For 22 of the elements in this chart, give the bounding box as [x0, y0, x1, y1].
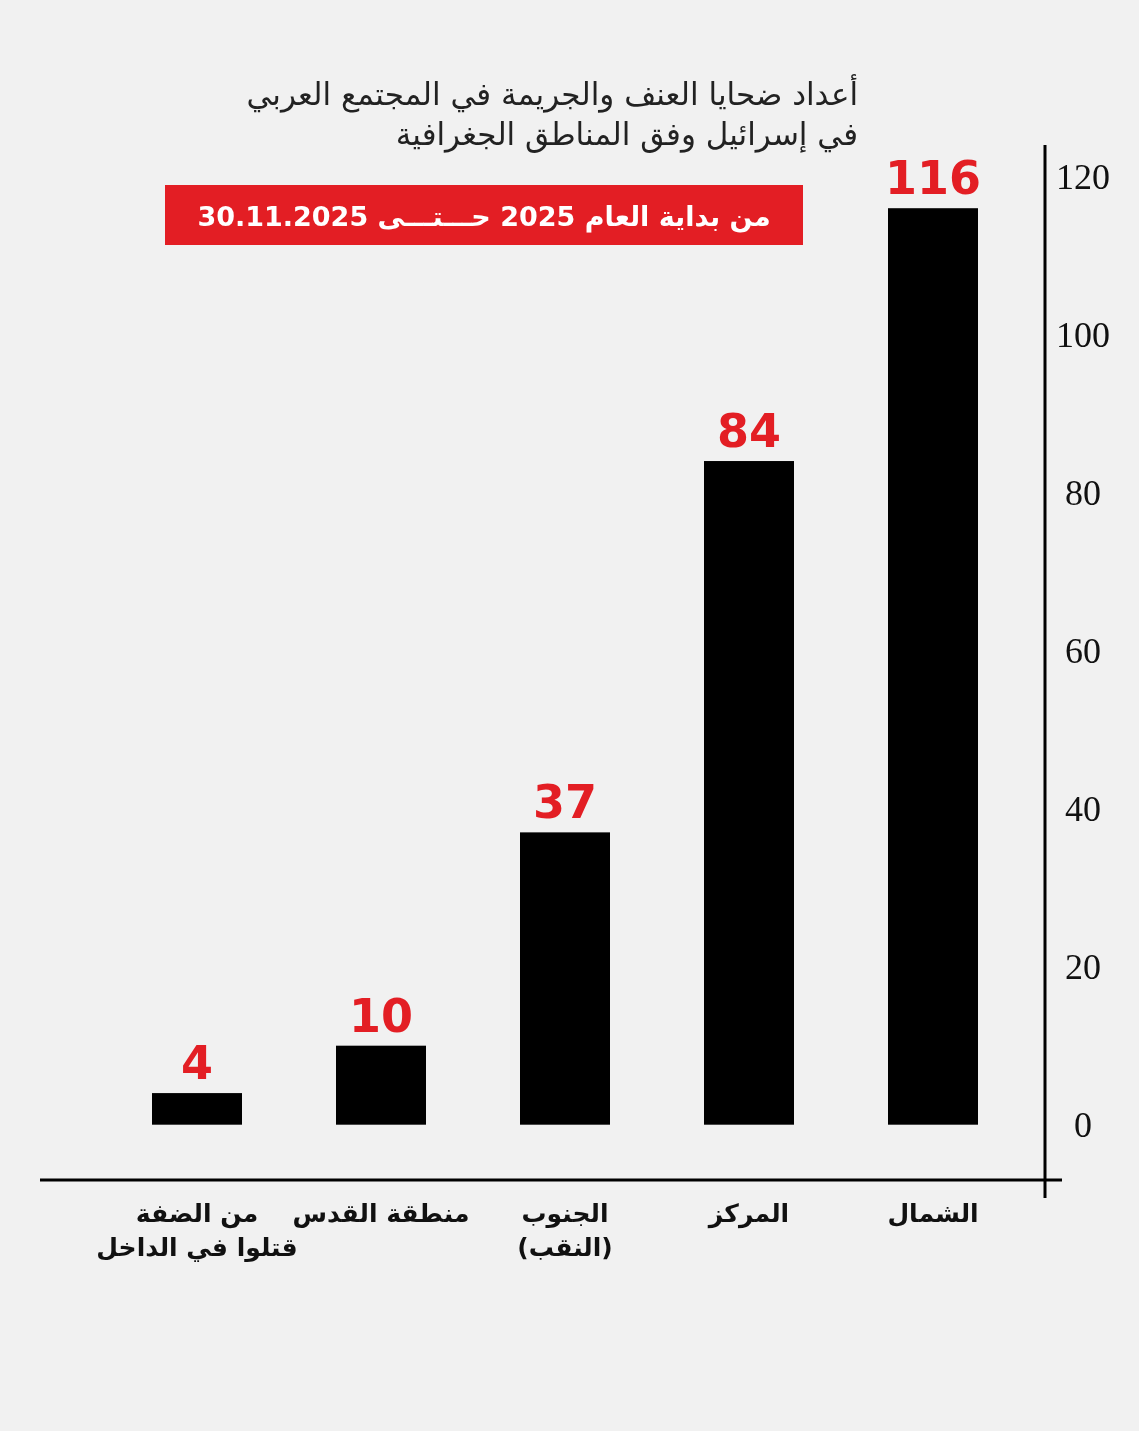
bar: [152, 1093, 242, 1125]
data-label: 10: [348, 988, 414, 1043]
data-label: 84: [716, 404, 782, 459]
chart-title: أعداد ضحايا العنف والجريمة في المجتمع العربي في إسرائيل وفق المناطق الجغرافية: [246, 74, 858, 153]
bar: [704, 461, 794, 1125]
y-tick-label: 60: [1065, 630, 1101, 671]
data-label: 37: [532, 775, 598, 830]
y-tick-label: 0: [1074, 1104, 1092, 1145]
y-tick-label: 80: [1065, 472, 1101, 513]
data-label: 4: [180, 1036, 214, 1091]
y-tick-label: 20: [1065, 946, 1101, 987]
x-tick-label: المركز: [706, 1199, 790, 1229]
y-tick-label: 120: [1056, 156, 1110, 197]
data-label: 116: [884, 151, 982, 206]
bar: [336, 1045, 426, 1125]
bar: [520, 832, 610, 1125]
x-tick-label: الجنوب (النقب): [517, 1199, 613, 1262]
text: من بداية العام 2025 حـــتـــى 30.11.2025: [197, 201, 771, 233]
y-tick-label: 40: [1065, 788, 1101, 829]
bar: [888, 208, 978, 1125]
x-tick-label: الشمال: [887, 1199, 979, 1228]
y-tick-label: 100: [1056, 314, 1110, 355]
